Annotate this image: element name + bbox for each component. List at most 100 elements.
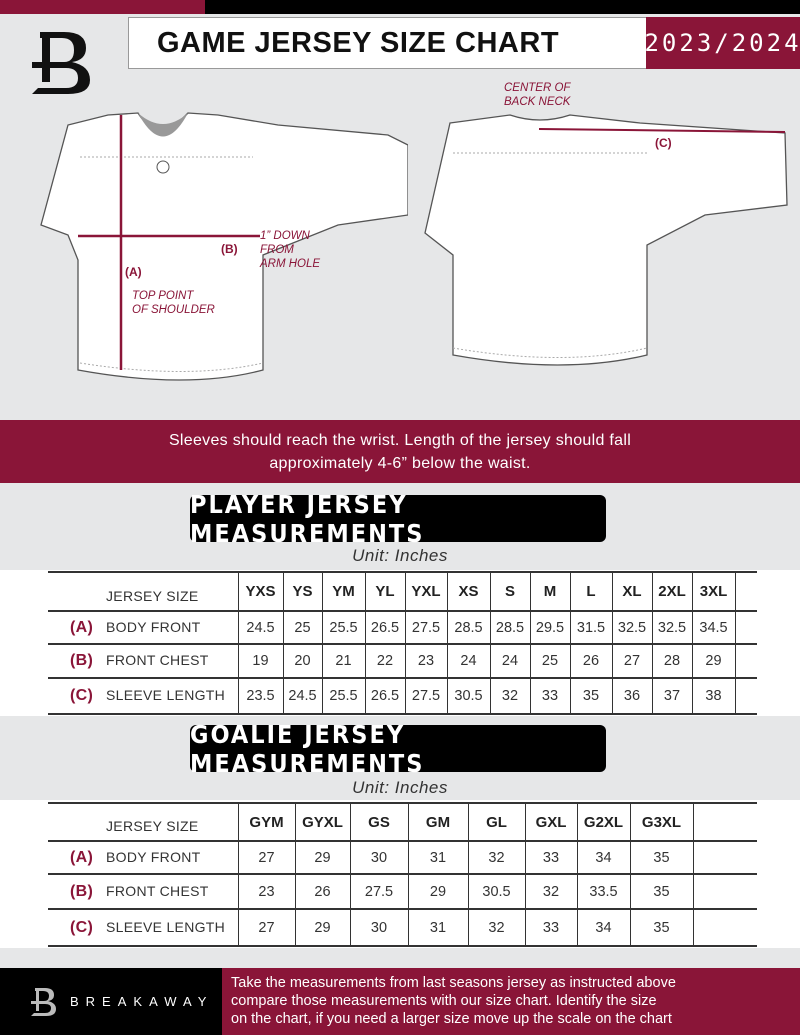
table-row: (A) BODY FRONT 27 29 30 31 32 33 34 35 [48,840,757,875]
measurement-cell: 32 [489,677,530,715]
measurement-cell: 34 [576,840,630,875]
measurement-cell: 35 [629,873,693,910]
measurement-cell: 27.5 [349,873,408,910]
measurement-cell: 20 [282,643,322,679]
measurement-cell: 33 [524,840,577,875]
header-row: JERSEY SIZE YXS YS YM YL YXL XS S M L XL 2XL 3XL [48,571,757,612]
jersey-size-header: JERSEY SIZE [48,802,238,842]
size-header: YS [282,571,322,612]
size-header: GM [407,802,468,842]
measurement-cell: 36 [611,677,652,715]
goalie-measurements-table: JERSEY SIZE GYM GYXL GS GM GL GXL G2XL G3XL (A) BO… [48,802,757,947]
measurement-cell: 28.5 [446,610,490,645]
table-row: (C) SLEEVE LENGTH 23.5 24.5 25.5 26.5 27.5 30.5… [48,677,757,715]
measurement-cell: 22 [364,643,405,679]
measurement-cell: 29 [407,873,468,910]
measurement-cell: 31 [407,840,468,875]
measurement-cell: 34.5 [691,610,735,645]
empty-cell [692,802,757,842]
size-header: L [569,571,612,612]
jersey-size-header: JERSEY SIZE [48,571,238,612]
measurement-cell: 26 [294,873,350,910]
measurement-cell: 27 [237,840,295,875]
table-row: (C) SLEEVE LENGTH 27 29 30 31 32 33 34 35 [48,908,757,947]
empty-cell [734,677,757,715]
row-label: (A) BODY FRONT [48,610,238,645]
goalie-unit: Unit: Inches [352,778,448,797]
measurement-cell: 25.5 [321,610,365,645]
measurement-cell: 27 [237,908,295,947]
row-key: (C) [70,687,94,704]
size-header: XS [446,571,490,612]
empty-cell [692,908,757,947]
top-accent-bar [0,0,205,14]
measurement-cell: 24 [446,643,490,679]
breakaway-logo [32,32,90,94]
measurement-cell: 32.5 [611,610,652,645]
row-key: (A) [70,848,94,866]
size-header: 2XL [651,571,692,612]
table-row: (B) FRONT CHEST 19 20 21 22 23 24 24 25 26 27 28 29 [48,643,757,679]
season-badge: 2023/2024 [644,17,800,69]
row-label: (B) FRONT CHEST [48,643,238,679]
table-row: (A) BODY FRONT 24.5 25 25.5 26.5 27.5 28.5 28.5 2… [48,610,757,645]
measurement-cell: 30 [349,908,408,947]
measurement-cell: 33.5 [576,873,630,910]
footer-brand-name: BREAKAWAY [70,994,214,1009]
empty-cell [692,840,757,875]
measurement-cell: 25 [282,610,322,645]
measurement-cell: 27.5 [404,677,447,715]
goalie-section-title: GOALIE JERSEY MEASUREMENTS [190,720,606,778]
size-header: YXS [237,571,283,612]
measurement-cell: 32 [524,873,577,910]
note-arm-hole: 1” DOWN FROM ARM HOLE [260,230,321,270]
measurement-cell: 19 [237,643,283,679]
empty-cell [734,571,757,612]
row-label: (C) SLEEVE LENGTH [48,908,238,947]
row-label: (A) BODY FRONT [48,840,238,875]
page-title: GAME JERSEY SIZE CHART [128,17,646,69]
size-header: GXL [524,802,577,842]
measurement-cell: 27.5 [404,610,447,645]
measurement-cell: 26.5 [364,677,405,715]
measurement-cell: 24.5 [282,677,322,715]
measurement-cell: 27 [611,643,652,679]
empty-cell [692,873,757,910]
measurement-cell: 28 [651,643,692,679]
measurement-cell: 26 [569,643,612,679]
measurement-cell: 35 [629,908,693,947]
measurement-cell: 30.5 [446,677,490,715]
instructions-band: Sleeves should reach the wrist. Length o… [0,420,800,483]
size-header: YL [364,571,405,612]
measurement-cell: 32 [467,840,525,875]
player-unit: Unit: Inches [352,546,448,565]
measurement-cell: 24.5 [237,610,283,645]
back-jersey-diagram [424,114,788,366]
size-header: S [489,571,530,612]
size-header: YM [321,571,365,612]
measurement-cell: 32 [467,908,525,947]
header-row: JERSEY SIZE GYM GYXL GS GM GL GXL G2XL G3XL [48,802,757,842]
size-header: GYXL [294,802,350,842]
measurement-cell: 31.5 [569,610,612,645]
row-key: (B) [70,652,94,669]
table-row: (B) FRONT CHEST 23 26 27.5 29 30.5 32 33.5 35 [48,873,757,910]
measurement-cell: 30 [349,840,408,875]
measurement-cell: 31 [407,908,468,947]
top-dark-bar [205,0,800,14]
empty-cell [734,643,757,679]
measurement-cell: 33 [524,908,577,947]
measurement-cell: 35 [569,677,612,715]
measurement-cell: 23.5 [237,677,283,715]
row-label: (B) FRONT CHEST [48,873,238,910]
measurement-cell: 29 [691,643,735,679]
measurement-cell: 23 [237,873,295,910]
size-header: 3XL [691,571,735,612]
row-key: (A) [70,618,94,636]
note-center-back-neck: CENTER OF BACK NECK [504,82,571,108]
front-jersey-diagram [40,112,408,381]
measurement-cell: 26.5 [364,610,405,645]
row-label: (C) SLEEVE LENGTH [48,677,238,715]
measurement-cell: 29 [294,840,350,875]
size-header: GYM [237,802,295,842]
